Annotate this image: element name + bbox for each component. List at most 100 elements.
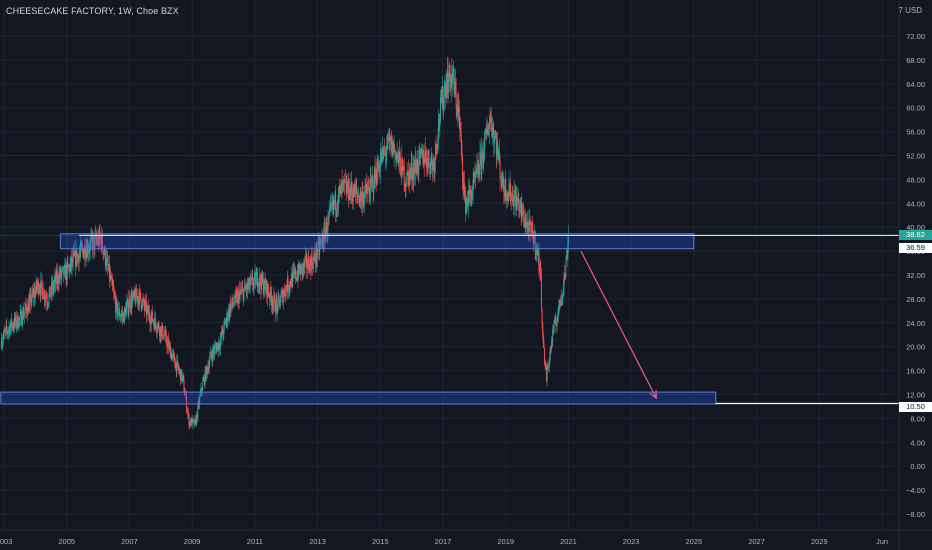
candle-body — [508, 189, 510, 196]
candle-body — [89, 241, 91, 251]
candle-body — [53, 285, 55, 290]
candle-body — [32, 291, 34, 295]
candle-body — [296, 273, 298, 280]
candle-body — [484, 132, 486, 140]
resistance-zone[interactable] — [59, 233, 695, 250]
candle-body — [196, 414, 198, 425]
candle-body — [442, 86, 444, 110]
candle-body — [430, 158, 432, 161]
last-price-tag: 38.62 — [899, 230, 932, 240]
candle-body — [249, 285, 251, 289]
candle-body — [506, 194, 508, 201]
candle-body — [371, 178, 373, 183]
candle-body — [286, 288, 288, 293]
candle-body — [393, 146, 395, 153]
candle-body — [537, 251, 539, 255]
symbol-title[interactable]: CHEESECAKE FACTORY, 1W, Choe BZX — [6, 6, 179, 16]
x-tick-label: 2015 — [372, 537, 389, 546]
candle-body — [68, 266, 70, 268]
candle-body — [299, 268, 301, 275]
candle-body — [524, 225, 526, 226]
candle-body — [229, 303, 231, 314]
candle-body — [108, 263, 110, 280]
candle-body — [133, 290, 135, 296]
candle-body — [403, 166, 405, 187]
candle-body — [25, 303, 27, 310]
candle-body — [461, 155, 463, 177]
candle-body — [248, 278, 250, 286]
candle-body — [281, 292, 283, 296]
candle-body — [52, 283, 54, 291]
candle-body — [196, 414, 198, 419]
candle-body — [32, 291, 34, 295]
candle-body — [186, 409, 188, 412]
candle-body — [56, 273, 58, 283]
candle-body — [421, 149, 423, 157]
candle-body — [476, 163, 478, 167]
candle-body — [102, 247, 104, 254]
candle-body — [278, 296, 280, 298]
candle-body — [538, 251, 540, 271]
candle-body — [365, 184, 367, 186]
candle-body — [430, 160, 432, 174]
candle-body — [42, 298, 44, 299]
candle-body — [406, 184, 408, 185]
candle-body — [144, 305, 146, 309]
candle-body — [23, 312, 25, 316]
candle-body — [10, 319, 12, 328]
price-axis[interactable]: 72.00 68.00 64.00 60.00 56.00 52.00 48.00 44.00… — [898, 0, 925, 550]
candle-body — [448, 64, 450, 80]
candle-body — [343, 179, 345, 183]
candle-body — [469, 189, 471, 195]
candle-body — [154, 317, 156, 329]
time-axis[interactable]: 2003 2005 2007 2009 2011 2013 2015 2017 2019 2021… — [0, 529, 932, 546]
candle-body — [126, 302, 128, 308]
candle-body — [202, 381, 204, 390]
candle-body — [326, 221, 328, 235]
candle-body — [522, 215, 524, 216]
candle-body — [499, 161, 501, 178]
candle-body — [63, 266, 65, 276]
projection-arrow[interactable] — [580, 250, 657, 399]
candle-body — [465, 202, 467, 213]
candle-body — [128, 307, 130, 313]
candle-body — [505, 179, 507, 199]
candle-body — [136, 296, 138, 298]
candle-body — [516, 195, 518, 204]
candle-body — [101, 234, 103, 247]
candle-body — [207, 367, 209, 373]
candle-body — [475, 173, 477, 174]
candle-body — [76, 249, 78, 263]
candle-body — [384, 150, 386, 152]
candle-body — [535, 252, 537, 255]
candle-body — [288, 289, 290, 291]
candle-body — [148, 311, 150, 319]
candle-body — [373, 188, 375, 192]
support-zone[interactable] — [0, 391, 717, 405]
candle-body — [346, 186, 348, 192]
candle-body — [212, 349, 214, 361]
candle-body — [521, 203, 523, 216]
candle-body — [19, 312, 21, 319]
candle-body — [547, 368, 549, 369]
drawing-overlays[interactable] — [0, 233, 899, 405]
candle-body — [215, 346, 217, 348]
candle-body — [176, 360, 178, 362]
candle-body — [235, 292, 237, 294]
candle-body — [205, 370, 207, 381]
candle-body — [352, 195, 354, 202]
candle-body — [130, 308, 132, 309]
candle-body — [65, 266, 67, 280]
candle-body — [363, 197, 365, 203]
candle-body — [210, 352, 212, 356]
candle-body — [5, 328, 7, 332]
currency-label[interactable]: 7 USD — [898, 6, 922, 15]
candle-body — [36, 281, 38, 289]
candle-body — [206, 368, 208, 373]
candle-body — [543, 343, 545, 348]
candle-body — [224, 321, 226, 323]
candle-body — [318, 241, 320, 242]
candle-body — [567, 236, 569, 246]
candle-body — [168, 340, 170, 349]
